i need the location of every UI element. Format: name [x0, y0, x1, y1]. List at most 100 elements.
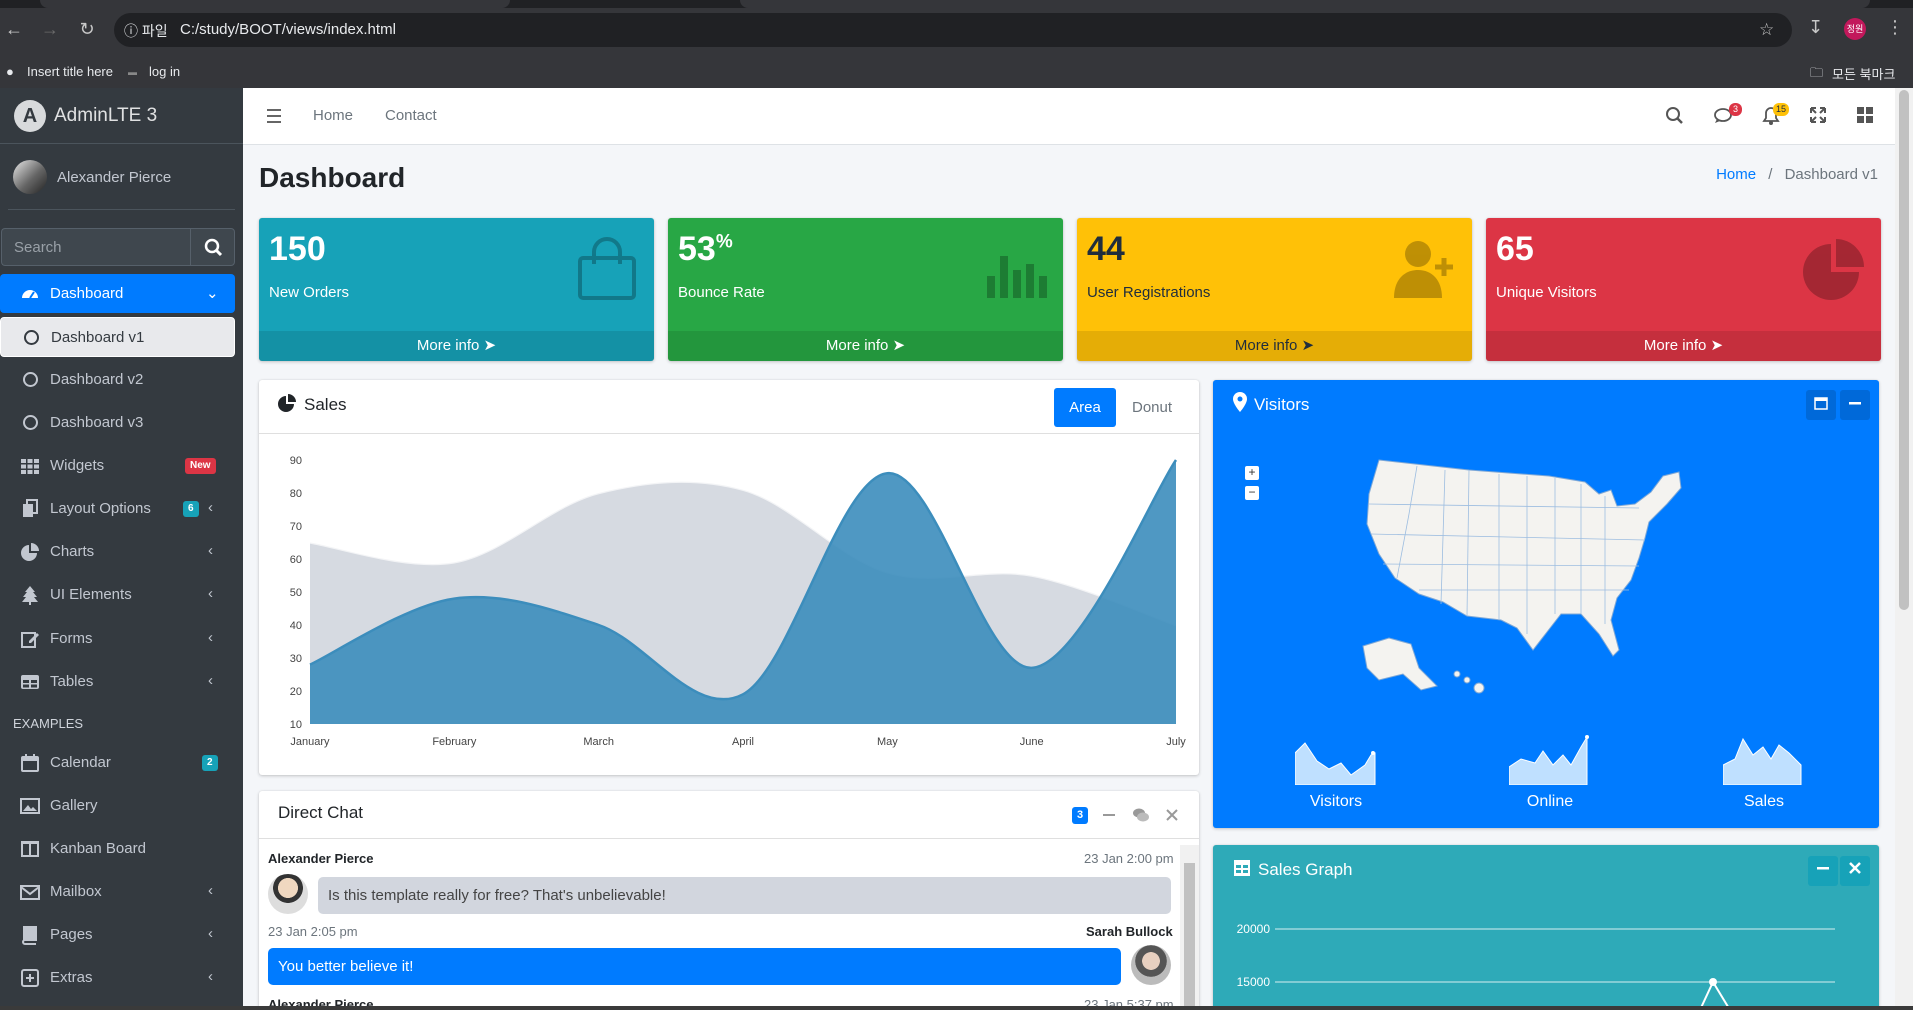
sidebar-search-button[interactable]: [190, 228, 235, 266]
stat-value: 65: [1496, 230, 1534, 269]
stat-label: User Registrations: [1087, 284, 1210, 301]
breadcrumb-home[interactable]: Home: [1716, 166, 1756, 183]
envelope-icon: [20, 882, 40, 902]
sidebar-item-label: Kanban Board: [50, 840, 146, 857]
fullscreen-icon[interactable]: [1809, 106, 1827, 124]
url-text[interactable]: C:/study/BOOT/views/index.html: [180, 21, 396, 38]
more-info-link[interactable]: More info ➤: [259, 331, 654, 361]
tab-donut[interactable]: Donut: [1119, 388, 1185, 427]
user-name[interactable]: Alexander Pierce: [57, 169, 171, 186]
sidebar-item-charts[interactable]: Charts ‹: [0, 532, 235, 571]
search-icon: [191, 229, 236, 267]
brand-logo: A: [14, 100, 46, 132]
sidebar-item-tables[interactable]: Tables ‹: [0, 662, 235, 701]
sidebar-item-dashboard-v1[interactable]: Dashboard v1: [0, 317, 235, 357]
address-bar[interactable]: ⓘ 파일 C:/study/BOOT/views/index.html ☆: [114, 13, 1792, 47]
chat-scrollbar[interactable]: [1180, 845, 1199, 1010]
more-info-link[interactable]: More info ➤: [1486, 331, 1881, 361]
online-sparkline: [1509, 735, 1591, 785]
stat-box-new-orders: 150 New Orders More info ➤: [259, 218, 654, 361]
sidebar-item-dashboard-v3[interactable]: Dashboard v3: [0, 403, 235, 442]
avatar: [268, 874, 308, 914]
sidebar-search-input[interactable]: [1, 228, 191, 266]
search-icon[interactable]: [1665, 106, 1685, 126]
tab-area[interactable]: Area: [1054, 388, 1116, 427]
y-tick-label: 60: [290, 554, 302, 566]
minus-icon[interactable]: [1102, 808, 1116, 822]
sidebar-item-widgets[interactable]: Widgets New: [0, 446, 235, 485]
sidebar-item-calendar[interactable]: Calendar 2: [0, 743, 235, 782]
download-icon[interactable]: ↧: [1808, 17, 1823, 38]
sales-area-chart: 10 20 30 40 50 60 70 80 90 January February March Ap…: [259, 434, 1199, 774]
reload-icon[interactable]: ↻: [76, 18, 98, 40]
back-icon[interactable]: ←: [3, 18, 25, 40]
stat-box-bounce-rate: 53% Bounce Rate More info ➤: [668, 218, 1063, 361]
breadcrumb-separator: /: [1768, 166, 1772, 183]
sidebar-item-gallery[interactable]: Gallery: [0, 786, 235, 825]
card-title: Visitors: [1254, 395, 1309, 415]
sidebar-item-label: UI Elements: [50, 586, 132, 603]
menu-kebab-icon[interactable]: ⋮: [1886, 17, 1904, 38]
sidebar-item-label: Gallery: [50, 797, 98, 814]
chevron-left-icon: ‹: [208, 925, 213, 942]
sidebar-item-label: Tables: [50, 673, 93, 690]
sidebar-item-layout-options[interactable]: Layout Options 6 ‹: [0, 489, 235, 528]
page-title: Dashboard: [259, 162, 405, 194]
browser-toolbar: ← → ↻ ⓘ 파일 C:/study/BOOT/views/index.htm…: [0, 0, 1913, 56]
collapse-button[interactable]: [1840, 390, 1870, 420]
bookmark-globe-icon: ●: [6, 64, 14, 79]
usa-map: [1349, 454, 1745, 704]
sidebar-item-kanban-board[interactable]: Kanban Board: [0, 829, 235, 868]
hamburger-menu-icon[interactable]: [267, 108, 285, 124]
y-tick-label: 50: [290, 587, 302, 599]
more-info-link[interactable]: More info ➤: [1077, 331, 1472, 361]
taskbar-strip: [0, 1006, 1913, 1010]
card-header: Direct Chat 3: [259, 791, 1199, 839]
chevron-left-icon: ‹: [208, 672, 213, 689]
profile-avatar[interactable]: 정원: [1844, 18, 1866, 40]
brand-link[interactable]: A AdminLTE 3: [0, 88, 243, 144]
messages-badge: 3: [1729, 103, 1742, 116]
stat-box-user-registrations: 44 User Registrations More info ➤: [1077, 218, 1472, 361]
sidebar-item-pages[interactable]: Pages ‹: [0, 915, 235, 954]
stat-value: 44: [1087, 230, 1125, 269]
site-info[interactable]: ⓘ 파일: [124, 21, 168, 41]
more-info-link[interactable]: More info ➤: [668, 331, 1063, 361]
close-icon[interactable]: [1165, 808, 1179, 822]
bookmark-item[interactable]: Insert title here: [27, 64, 113, 79]
sidebar-item-dashboard-v2[interactable]: Dashboard v2: [0, 360, 235, 399]
chat-timestamp: 23 Jan 2:00 pm: [1084, 851, 1174, 866]
y-tick-label: 20000: [1237, 922, 1271, 936]
card-title: Direct Chat: [278, 803, 363, 823]
y-tick-label: 70: [290, 521, 302, 533]
all-bookmarks[interactable]: 모든 북마크: [1832, 64, 1895, 83]
bookmark-item[interactable]: log in: [149, 64, 180, 79]
control-sidebar-icon[interactable]: [1856, 106, 1874, 124]
circle-icon: [23, 372, 38, 387]
dashboard-icon: [20, 284, 40, 304]
comments-icon[interactable]: [1132, 807, 1150, 823]
sidebar-item-label: Layout Options: [50, 500, 151, 517]
sidebar-item-mailbox[interactable]: Mailbox ‹: [0, 872, 235, 911]
sidebar-item-forms[interactable]: Forms ‹: [0, 619, 235, 658]
nav-contact-link[interactable]: Contact: [385, 107, 437, 124]
map-zoom-in-button[interactable]: +: [1245, 466, 1259, 480]
x-tick-label: June: [1020, 736, 1044, 748]
sidebar-item-ui-elements[interactable]: UI Elements ‹: [0, 575, 235, 614]
chat-sender: Sarah Bullock: [1086, 924, 1173, 939]
map-zoom-out-button[interactable]: −: [1245, 486, 1259, 500]
date-range-button[interactable]: [1806, 390, 1836, 420]
sidebar-item-label: Pages: [50, 926, 93, 943]
x-tick-label: July: [1166, 736, 1186, 748]
folder-icon: 🗀: [1810, 64, 1823, 86]
user-panel[interactable]: Alexander Pierce: [8, 144, 235, 210]
nav-home-link[interactable]: Home: [313, 107, 353, 124]
sidebar-item-extras[interactable]: Extras ‹: [0, 958, 235, 997]
bookmark-icon: ▬: [128, 67, 137, 77]
direct-chat-card: Direct Chat 3 Alexander Pierce 23 Jan 2:…: [259, 791, 1199, 1010]
forward-icon[interactable]: →: [39, 18, 61, 40]
bookmarks-bar: ● Insert title here ▬ log in 🗀 모든 북마크: [0, 56, 1913, 88]
sidebar-item-dashboard[interactable]: Dashboard ⌄: [0, 274, 235, 313]
bookmark-star-icon[interactable]: ☆: [1759, 20, 1774, 40]
page-scrollbar[interactable]: [1895, 88, 1913, 1010]
